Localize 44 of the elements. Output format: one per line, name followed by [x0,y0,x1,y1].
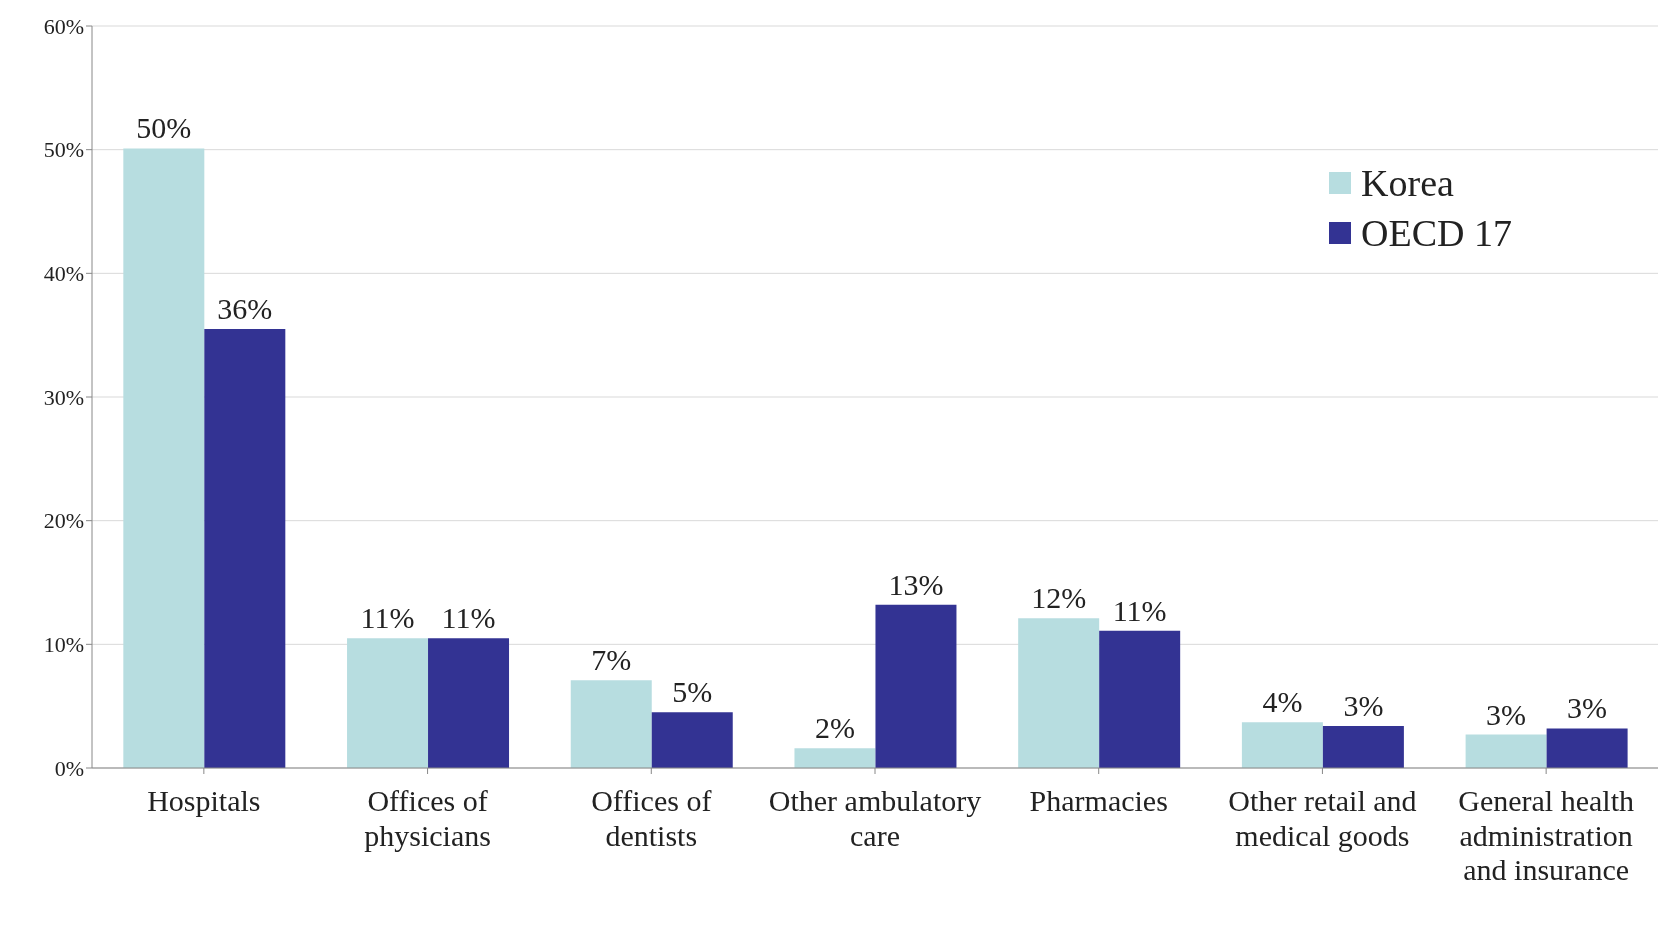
data-label: 36% [217,291,273,325]
data-label: 11% [441,601,496,635]
data-label: 3% [1486,697,1527,731]
y-tick-label: 0% [54,755,84,781]
bar [1322,725,1404,768]
x-tick-label: Other ambulatory care [768,784,982,852]
data-label: 4% [1262,685,1303,719]
data-label: 7% [591,643,632,677]
bar [1099,630,1181,768]
x-tick-label: Hospitals [147,784,261,817]
y-tick-label: 60% [43,13,84,39]
x-tick-label: Offices of physicians [364,784,491,852]
y-tick-label: 50% [43,137,84,163]
bar [204,328,286,768]
x-tick-label: Offices of dentists [591,784,712,852]
data-label: 3% [1567,691,1608,725]
data-label: 3% [1343,688,1384,722]
bar [1465,734,1547,768]
bar [428,638,510,768]
data-label: 11% [360,601,415,635]
bar [875,604,957,768]
bar [1546,728,1628,768]
bar [651,712,733,768]
bar [347,638,429,768]
y-tick-label: 40% [43,261,84,287]
y-tick-label: 30% [43,384,84,410]
data-label: 11% [1112,593,1167,627]
bar [1018,618,1100,768]
y-tick-label: 20% [43,508,84,534]
x-tick-label: Pharmacies [1029,784,1168,817]
x-tick-label: Other retail and medical goods [1228,784,1417,852]
y-tick-label: 10% [43,632,84,658]
bar [794,748,876,768]
bar [1241,722,1323,768]
data-label: 13% [888,567,944,601]
data-label: 12% [1031,581,1087,615]
x-tick-label: General health administration and insurance [1458,784,1635,886]
bar [123,148,205,768]
data-label: 50% [136,111,192,145]
bar [570,680,652,768]
legend-label: Korea [1361,161,1454,206]
data-label: 5% [672,675,713,709]
data-label: 2% [814,711,855,745]
legend-label: OECD 17 [1361,211,1512,256]
